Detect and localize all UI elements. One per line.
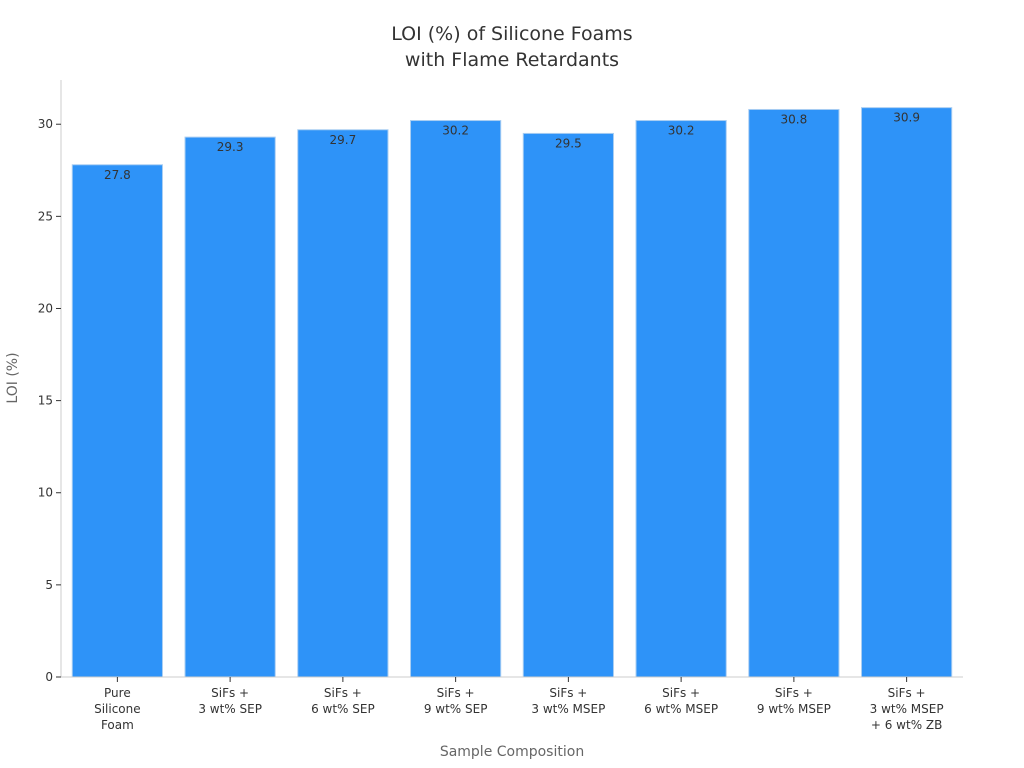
x-ticks: Pure Silicone Foam SiFs + 3 wt% SEP SiFs + 6 w… xyxy=(94,677,944,732)
data-label: 30.8 xyxy=(781,112,808,126)
bar xyxy=(410,120,502,678)
x-tick-label-line: Foam xyxy=(101,718,134,732)
chart-title: LOI (%) of Silicone Foams with Flame Ret… xyxy=(391,23,632,71)
x-tick-label: SiFs + 3 wt% SEP xyxy=(198,686,262,716)
bar xyxy=(71,164,163,678)
x-tick-label-line: SiFs + xyxy=(211,686,249,700)
y-axis-title: LOI (%) xyxy=(5,352,21,403)
x-tick-label-line: 9 wt% MSEP xyxy=(757,702,831,716)
bar xyxy=(748,108,840,678)
x-tick-label: SiFs + 3 wt% MSEP xyxy=(531,686,605,716)
x-tick-label-line: + 6 wt% ZB xyxy=(871,718,943,732)
x-tick-label: SiFs + 6 wt% SEP xyxy=(311,686,375,716)
data-label: 30.2 xyxy=(442,124,469,138)
data-label: 29.7 xyxy=(330,133,357,147)
x-tick-label-line: SiFs + xyxy=(662,686,700,700)
y-tick-label: 20 xyxy=(38,301,53,315)
data-label: 30.2 xyxy=(668,124,695,138)
bar xyxy=(297,129,389,678)
y-tick-label: 15 xyxy=(38,394,53,408)
x-tick-label-line: Silicone xyxy=(94,702,141,716)
x-tick-label-line: SiFs + xyxy=(775,686,813,700)
bar xyxy=(861,107,953,678)
y-tick-label: 25 xyxy=(38,209,53,223)
bar xyxy=(635,120,727,678)
x-tick-label-line: 3 wt% MSEP xyxy=(531,702,605,716)
x-tick-label-line: SiFs + xyxy=(324,686,362,700)
x-tick-label-line: SiFs + xyxy=(437,686,475,700)
x-tick-label-line: Pure xyxy=(104,686,131,700)
y-tick-label: 0 xyxy=(45,670,53,684)
data-label: 29.5 xyxy=(555,136,582,150)
bar xyxy=(522,132,614,678)
x-tick-label-line: SiFs + xyxy=(549,686,587,700)
chart-title-line-1: LOI (%) of Silicone Foams xyxy=(391,23,632,45)
x-tick-label: SiFs + 9 wt% SEP xyxy=(424,686,488,716)
data-labels: 27.8 29.3 29.7 30.2 29.5 30.2 30.8 30.9 xyxy=(104,111,920,182)
y-tick-label: 10 xyxy=(38,486,53,500)
x-tick-label: SiFs + 9 wt% MSEP xyxy=(757,686,831,716)
x-tick-label: SiFs + 6 wt% MSEP xyxy=(644,686,718,716)
data-label: 30.9 xyxy=(893,111,920,125)
chart-title-line-2: with Flame Retardants xyxy=(405,49,619,71)
x-tick-label-line: SiFs + xyxy=(888,686,926,700)
x-tick-label-line: 3 wt% MSEP xyxy=(870,702,944,716)
x-tick-label: SiFs + 3 wt% MSEP + 6 wt% ZB xyxy=(870,686,944,732)
y-tick-label: 5 xyxy=(45,578,53,592)
x-axis-title: Sample Composition xyxy=(440,744,584,760)
y-ticks: 0 5 10 15 20 25 30 xyxy=(38,117,61,684)
x-tick-label-line: 6 wt% MSEP xyxy=(644,702,718,716)
data-label: 29.3 xyxy=(217,140,244,154)
x-tick-label-line: 3 wt% SEP xyxy=(198,702,262,716)
y-tick-label: 30 xyxy=(38,117,53,131)
bar xyxy=(184,136,276,678)
x-tick-label-line: 9 wt% SEP xyxy=(424,702,488,716)
x-tick-label-line: 6 wt% SEP xyxy=(311,702,375,716)
axes xyxy=(60,80,963,678)
bars xyxy=(71,107,953,678)
x-tick-label: Pure Silicone Foam xyxy=(94,686,141,732)
data-label: 27.8 xyxy=(104,168,131,182)
